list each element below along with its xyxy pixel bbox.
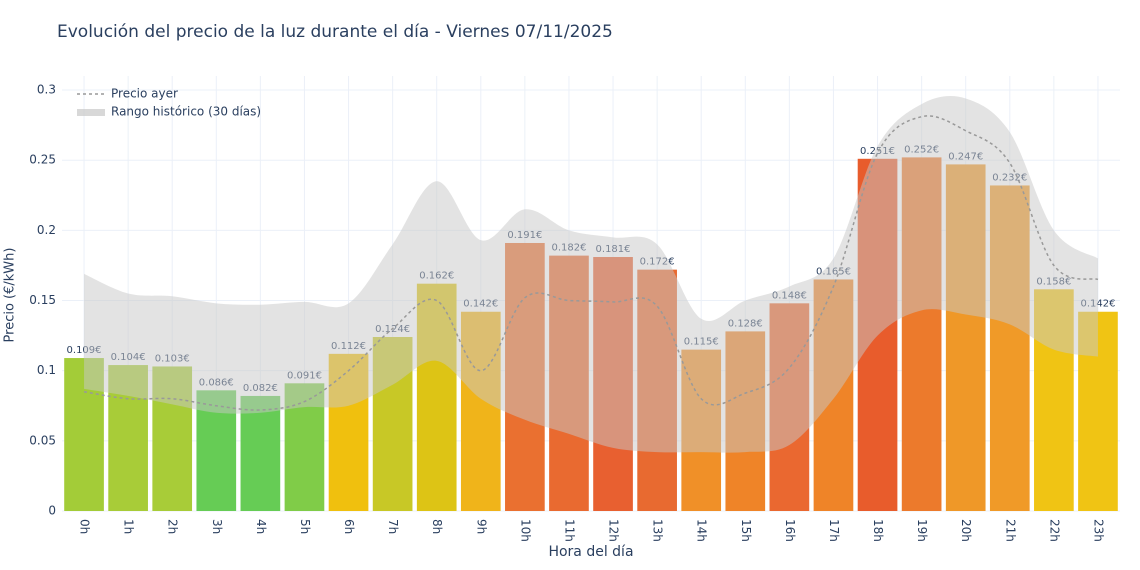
x-tick-label: 6h — [342, 519, 356, 534]
x-tick-label: 9h — [474, 519, 488, 534]
x-tick-label: 2h — [166, 519, 180, 534]
x-tick-label: 1h — [122, 519, 136, 534]
legend-label: Precio ayer — [111, 87, 178, 101]
x-tick-label: 0h — [78, 519, 92, 534]
x-tick-label: 18h — [871, 519, 885, 542]
y-tick-label: 0 — [48, 504, 56, 518]
x-tick-label: 5h — [298, 519, 312, 534]
y-tick-label: 0.25 — [29, 153, 56, 167]
x-tick-label: 15h — [739, 519, 753, 542]
y-tick-label: 0.15 — [29, 293, 56, 307]
x-tick-label: 19h — [915, 519, 929, 542]
x-tick-label: 17h — [827, 519, 841, 542]
x-tick-label: 23h — [1091, 519, 1105, 542]
x-tick-label: 4h — [254, 519, 268, 534]
x-tick-label: 13h — [651, 519, 665, 542]
y-tick-label: 0.05 — [29, 433, 56, 447]
x-tick-label: 12h — [607, 519, 621, 542]
bar — [240, 395, 281, 511]
x-tick-label: 16h — [783, 519, 797, 542]
y-axis-title: Precio (€/kWh) — [3, 248, 18, 343]
x-tick-label: 3h — [210, 519, 224, 534]
x-tick-label: 7h — [386, 519, 400, 534]
historic-range — [84, 96, 1098, 453]
yesterday-line — [83, 115, 1099, 411]
legend-label: Rango histórico (30 días) — [111, 105, 261, 119]
x-tick-label: 10h — [518, 519, 532, 542]
chart-title: Evolución del precio de la luz durante e… — [57, 22, 613, 42]
x-axis-title: Hora del día — [548, 544, 633, 560]
legend-swatch — [77, 109, 105, 116]
x-tick-label: 8h — [430, 519, 444, 534]
x-tick-label: 14h — [695, 519, 709, 542]
y-tick-label: 0.1 — [37, 363, 56, 377]
y-tick-label: 0.3 — [37, 83, 56, 97]
y-tick-label: 0.2 — [37, 223, 56, 237]
x-tick-label: 22h — [1047, 519, 1061, 542]
x-tick-label: 11h — [562, 519, 576, 542]
x-tick-label: 20h — [959, 519, 973, 542]
x-tick-label: 21h — [1003, 519, 1017, 542]
